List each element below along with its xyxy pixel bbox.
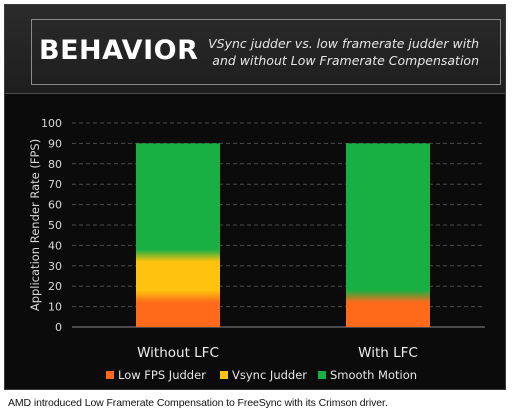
bar-segment <box>136 296 220 327</box>
legend-swatch <box>106 371 114 379</box>
y-tick-label: 40 <box>48 239 62 252</box>
y-axis-label: Application Render Rate (FPS) <box>28 139 42 311</box>
subtitle-line-2: and without Low Framerate Compensation <box>212 53 479 68</box>
chart-title: BEHAVIOR <box>39 35 199 66</box>
y-tick-label: 90 <box>48 137 62 150</box>
bar-segment <box>136 143 220 255</box>
bar-segment <box>136 256 220 297</box>
y-tick-label: 30 <box>48 260 62 273</box>
legend-swatch <box>318 371 326 379</box>
legend-swatch <box>220 371 228 379</box>
x-category-label: With LFC <box>358 345 418 361</box>
chart-subtitle: VSync judder vs. low framerate judder wi… <box>179 35 479 69</box>
bar-segment <box>346 296 430 327</box>
y-tick-label: 10 <box>48 301 62 314</box>
legend-label: Vsync Judder <box>232 368 307 382</box>
title-frame <box>31 19 501 85</box>
y-tick-label: 50 <box>48 219 62 232</box>
chart-slide: BEHAVIOR VSync judder vs. low framerate … <box>4 4 506 390</box>
y-tick-label: 70 <box>48 178 62 191</box>
legend-layer: Low FPS Judder Vsync Judder Smooth Motion <box>106 368 417 382</box>
label-layer: 0 10 20 30 40 50 60 70 80 90 100 Application Render… <box>28 117 418 361</box>
y-tick-label: 20 <box>48 280 62 293</box>
y-tick-label: 80 <box>48 158 62 171</box>
bar-without-lfc <box>136 143 220 327</box>
stacked-bar-chart: 0 10 20 30 40 50 60 70 80 90 100 Application Render… <box>28 117 485 382</box>
legend-label: Smooth Motion <box>330 368 417 382</box>
bar-with-lfc <box>346 143 430 327</box>
subtitle-line-1: VSync judder vs. low framerate judder wi… <box>208 36 479 51</box>
y-tick-label: 60 <box>48 199 62 212</box>
x-category-label: Without LFC <box>137 345 219 361</box>
bar-layer <box>136 143 430 327</box>
y-tick-label: 100 <box>41 117 62 130</box>
bar-segment <box>346 143 430 296</box>
y-tick-label: 0 <box>55 321 62 334</box>
header-banner: BEHAVIOR VSync judder vs. low framerate … <box>5 5 505 94</box>
legend-label: Low FPS Judder <box>118 368 206 382</box>
figure-caption: AMD introduced Low Framerate Compensatio… <box>8 397 388 409</box>
